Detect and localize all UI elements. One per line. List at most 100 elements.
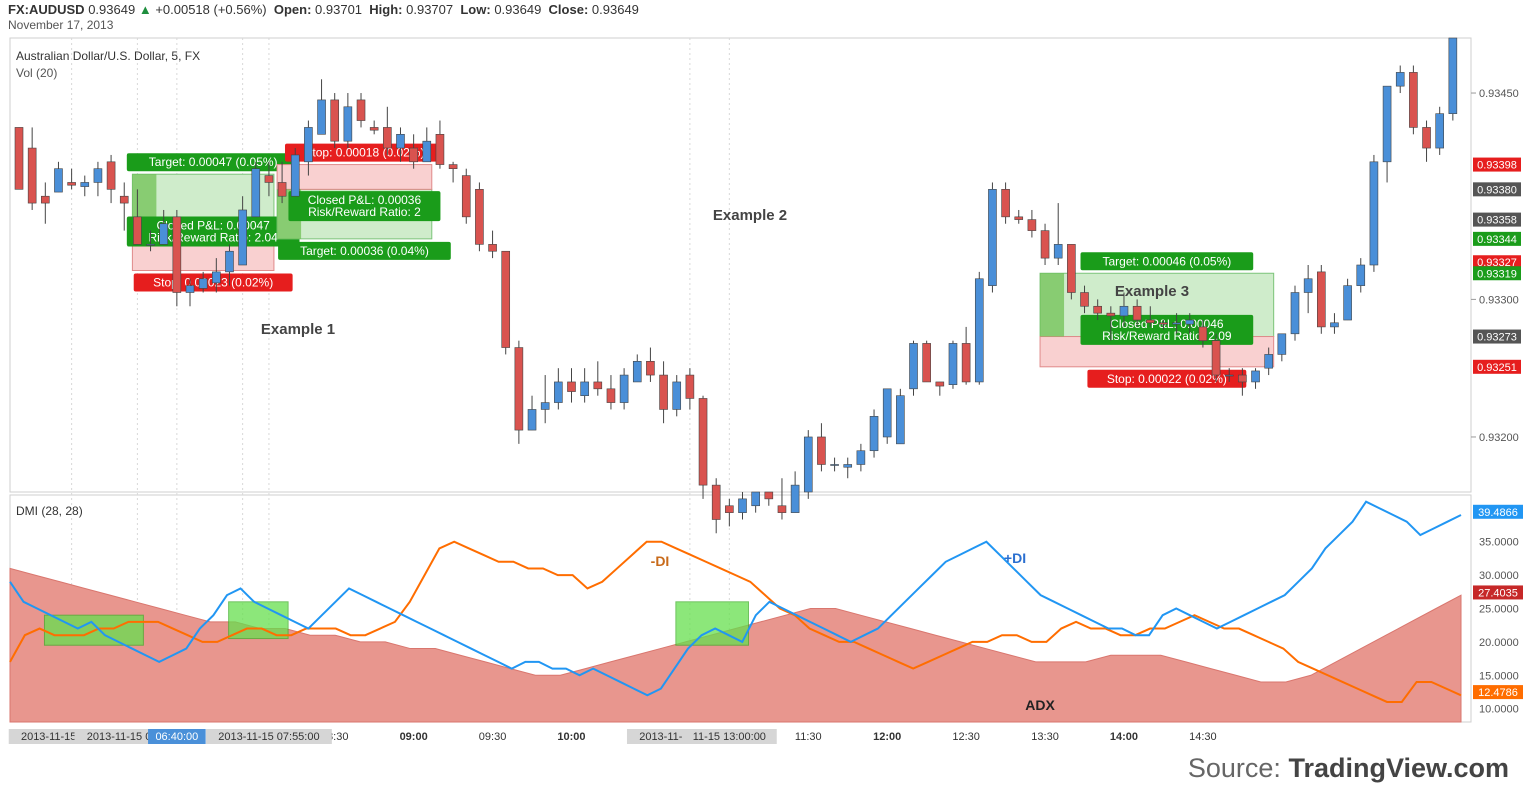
candle-body [896,395,905,445]
candle-body [1330,322,1339,328]
price-axis-label: 0.93300 [1479,294,1519,306]
candle-body [1027,219,1037,231]
candle-body [1224,374,1234,377]
time-cursor-text: 11-15 13:00:00 [693,731,766,743]
time-axis-label: 11:30 [795,731,822,743]
candle-body [198,278,208,289]
example-2-title: Example 2 [713,207,787,224]
candle-body [948,343,958,385]
open-label: Open: [273,2,312,17]
candle-body [738,498,747,513]
source-prefix: Source: [1187,753,1281,783]
candle-body [856,450,866,465]
candle-body [725,505,734,513]
candle-body [80,182,90,187]
candle-body [251,168,261,218]
candle-body [540,402,550,410]
candle-body [369,127,379,131]
candle-body [212,271,221,284]
candle-body [41,195,50,204]
dmi-value-badge-text: 27.4035 [1478,587,1518,599]
example-2-target-label [278,241,451,260]
candle-body [514,347,524,431]
candle-body [1395,72,1405,87]
price-chart-title: Australian Dollar/U.S. Dollar, 5, FX [16,49,200,63]
candle-body [817,436,826,465]
example-2-target-label-text: Target: 0.00036 (0.04%) [300,244,429,258]
high-label: High: [369,2,403,17]
candle-body [974,278,984,383]
candle-body [1145,319,1155,324]
candle-body [803,436,813,493]
candle-body [659,374,668,410]
candle-body [882,388,892,438]
example-1-target-label [126,153,300,172]
example-2-pnl-label [288,191,441,222]
dmi-axis-label: 25.0000 [1479,604,1519,616]
price-badge-text: 0.93327 [1477,257,1517,269]
candle-body [672,381,682,410]
candle-body [1238,374,1247,383]
dmi-value-badge-text: 39.4866 [1478,507,1518,519]
source-brand: TradingView.com [1288,753,1509,783]
symbol-header: FX:AUDUSD 0.93649 ▲ +0.00518 (+0.56%) Op… [8,2,639,17]
candle-body [1001,189,1010,218]
low-value: 0.93649 [494,2,542,17]
dmi-axis-label: 10.0000 [1479,704,1519,716]
signal-highlight-box [228,601,289,640]
dmi-axis-label: 20.0000 [1479,637,1519,649]
candle-body [527,409,537,431]
candle-body [409,147,418,163]
candle-body [646,361,655,376]
candle-body [1080,292,1089,307]
source-credit: Source: TradingView.com [1188,753,1509,784]
example-3-stop-label [1087,369,1247,388]
time-axis-label: 09:30 [479,731,507,743]
chart-date: November 17, 2013 [8,18,114,32]
price-badge [1473,359,1521,374]
candle-body [567,381,576,392]
time-cursor-badge [681,729,777,744]
time-axis-label: 13:30 [1031,731,1059,743]
candle-body [1159,322,1168,325]
candle-body [54,168,63,193]
candle-body [475,189,484,245]
price-badge-text: 0.93344 [1477,234,1517,246]
price-badge-text: 0.93358 [1477,215,1517,227]
candle-body [1093,305,1102,314]
candle-body [777,505,787,513]
price-change: +0.00518 (+0.56%) [155,2,267,17]
candle-body [343,106,353,142]
price-badge [1473,212,1521,227]
price-badge-text: 0.93251 [1477,362,1517,374]
candle-body [1448,37,1458,114]
time-axis-label: 14:30 [1189,731,1217,743]
open-value: 0.93701 [315,2,363,17]
candle-body [172,216,182,293]
example-3-stop-label-text: Stop: 0.00022 (0.02%) [1107,372,1227,386]
candle-body [1356,264,1366,286]
candle-body [1277,333,1287,355]
candle-body [606,388,616,403]
candle-body [988,189,997,286]
price-badge [1473,255,1521,270]
adx-label: ADX [1025,697,1055,713]
price-badge-text: 0.93273 [1477,332,1517,344]
price-badge [1473,231,1521,246]
candle-body [632,361,642,383]
candle-body [935,381,945,387]
candle-body [304,127,313,163]
time-axis-label: 10:00 [557,731,585,743]
candle-body [356,99,366,121]
time-cursor-text: 06:40:00 [155,731,198,743]
candle-body [146,244,155,246]
candle-body [1132,305,1142,321]
candle-body [159,223,168,245]
example-3-title: Example 3 [1115,283,1189,300]
candle-body [869,416,879,452]
candle-body [67,182,76,186]
candle-body [277,182,287,197]
candle-body [14,127,24,190]
price-badge-text: 0.93319 [1477,268,1517,280]
